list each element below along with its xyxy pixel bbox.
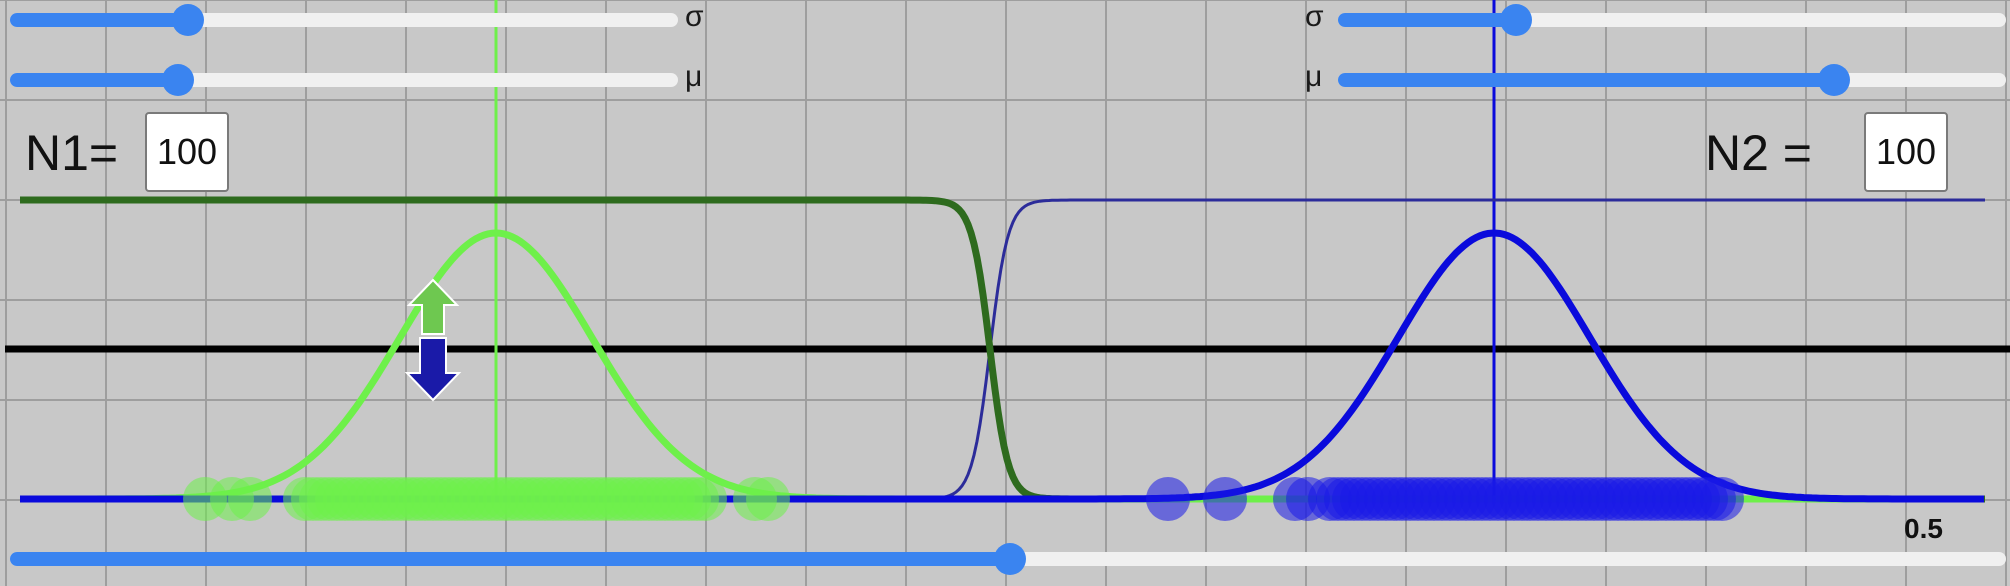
mu-slider-left-fill (10, 73, 178, 87)
mu-label-right: μ (1305, 60, 1323, 93)
sigma-slider-right-fill (1338, 13, 1516, 27)
sample-point-blue (1700, 477, 1744, 521)
n1-input[interactable]: 100 (145, 112, 229, 192)
sigma-slider-left[interactable] (10, 4, 678, 36)
mu-slider-left[interactable] (10, 64, 678, 96)
gaussian-curve-green (20, 229, 1984, 503)
mu-slider-right-knob[interactable] (1818, 64, 1850, 96)
sigma-slider-right[interactable] (1338, 4, 2006, 36)
threshold-value: 0.5 (1904, 513, 1943, 544)
sigma-label-right: σ (1305, 0, 1324, 33)
mu-slider-right-fill (1338, 73, 1834, 87)
mu-slider-left-knob[interactable] (162, 64, 194, 96)
sigma-slider-left-fill (10, 13, 188, 27)
mu-label-left: μ (685, 60, 703, 93)
n1-label: N1= (25, 125, 119, 181)
down-arrow-icon[interactable] (404, 337, 462, 402)
n2-label: N2 = (1705, 125, 1813, 181)
n2-input[interactable]: 100 (1864, 112, 1948, 192)
sample-point-green (228, 477, 272, 521)
threshold-slider-knob[interactable] (994, 543, 1026, 575)
samples-green (183, 477, 790, 521)
sample-point-blue (1203, 477, 1247, 521)
threshold-slider[interactable] (10, 543, 2006, 575)
sigma-slider-right-knob[interactable] (1500, 4, 1532, 36)
sample-point-blue (1146, 477, 1190, 521)
mu-slider-right[interactable] (1338, 64, 2006, 96)
sample-point-green (683, 477, 727, 521)
threshold-slider-fill (10, 552, 1010, 566)
samples-blue (1146, 477, 1744, 521)
sample-point-green (746, 477, 790, 521)
gaussian-curve-blue (20, 229, 1984, 503)
up-arrow-icon[interactable] (406, 278, 460, 335)
sigma-label-left: σ (685, 0, 704, 33)
sigma-slider-left-knob[interactable] (172, 4, 204, 36)
